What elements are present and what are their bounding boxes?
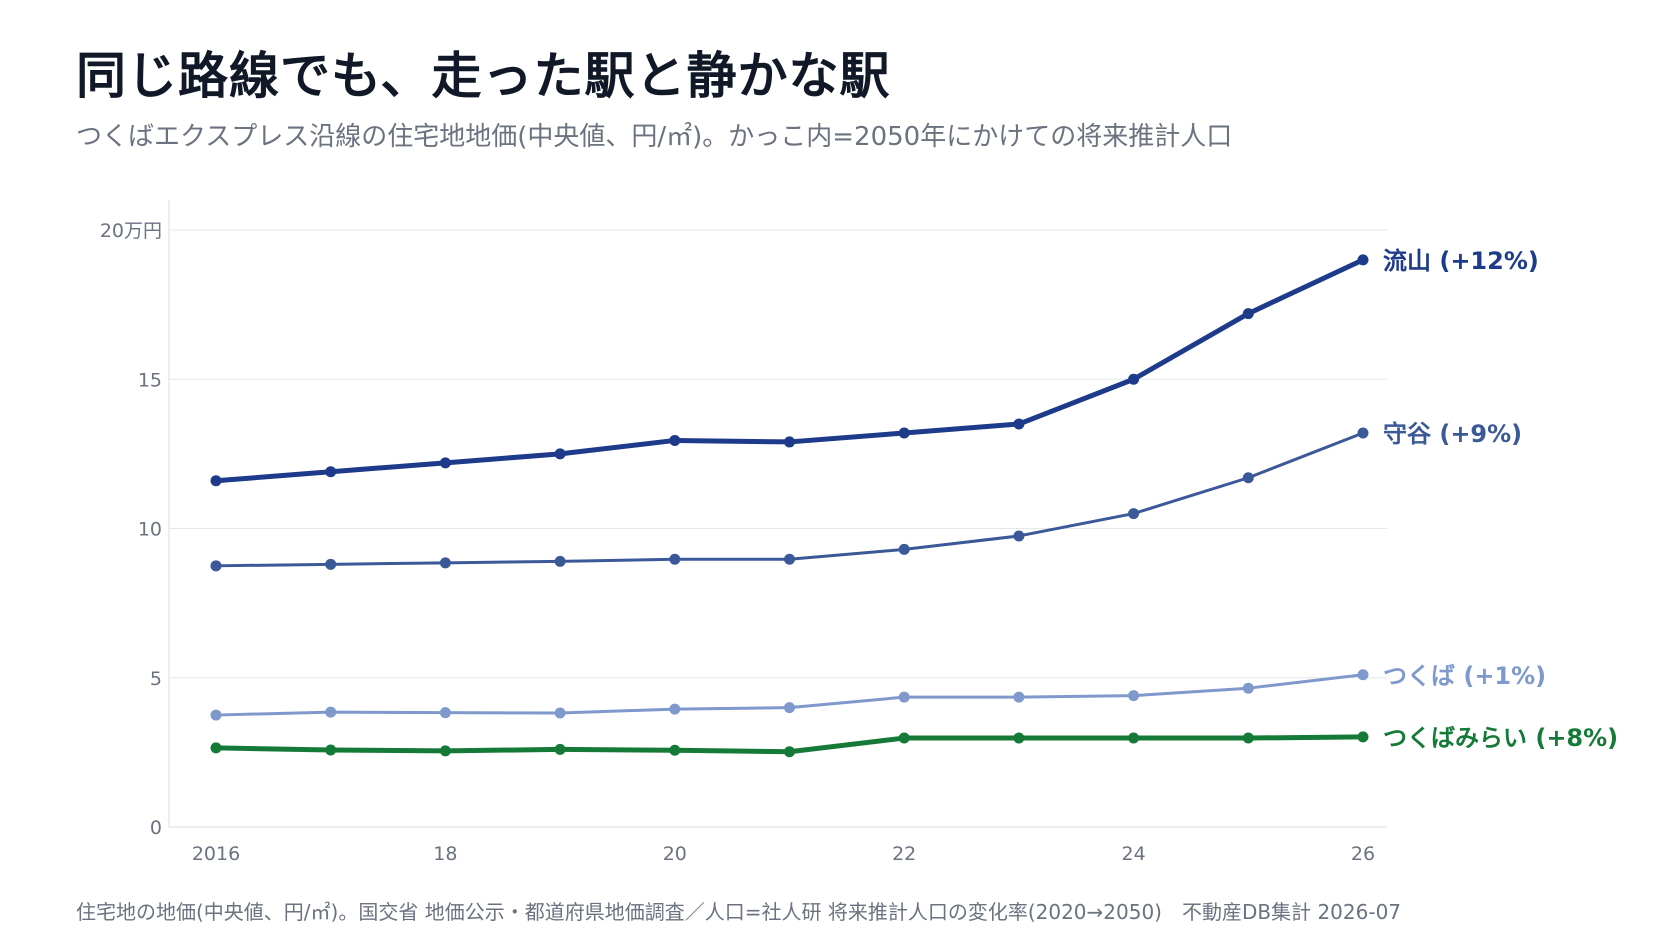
data-point [1128, 732, 1140, 744]
data-point [669, 553, 681, 565]
data-point [898, 732, 910, 744]
data-point [210, 709, 222, 721]
y-tick-label: 10 [138, 519, 162, 541]
data-point [439, 557, 451, 569]
data-point [439, 707, 451, 719]
data-point [898, 691, 910, 703]
data-point [554, 448, 566, 460]
x-tick-label: 20 [663, 843, 687, 865]
data-point [784, 746, 795, 758]
series-end-label: つくば (+1%) [1383, 662, 1546, 690]
x-tick-label: 24 [1122, 843, 1146, 865]
series-line [214, 431, 1365, 568]
data-point [1128, 690, 1140, 702]
data-point [439, 457, 451, 469]
series-lines [210, 254, 1369, 758]
data-point [210, 560, 222, 572]
data-point [439, 745, 451, 757]
data-point [1357, 731, 1369, 743]
data-point [898, 427, 910, 439]
data-point [1242, 682, 1254, 694]
data-point [1128, 373, 1140, 385]
y-tick-label: 20万円 [100, 220, 162, 242]
data-point [784, 553, 795, 565]
data-point [1013, 530, 1025, 542]
data-point [325, 466, 337, 478]
data-point [1357, 254, 1369, 266]
x-tick-label: 26 [1351, 843, 1375, 865]
x-tick-label: 18 [433, 843, 457, 865]
y-tick-label: 0 [150, 817, 162, 839]
data-point [669, 434, 681, 446]
y-tick-label: 15 [138, 369, 162, 391]
series-end-label: つくばみらい (+8%) [1383, 724, 1618, 752]
series-end-label: 守谷 (+9%) [1383, 420, 1522, 448]
data-point [1357, 427, 1369, 439]
data-point [1128, 508, 1140, 520]
data-point [1242, 308, 1254, 320]
data-point [1013, 732, 1025, 744]
chart-title: 同じ路線でも、走った駅と静かな駅 [76, 47, 891, 105]
data-point [325, 744, 337, 756]
series-end-label: 流山 (+12%) [1383, 247, 1539, 275]
x-tick-label: 22 [892, 843, 916, 865]
data-point [898, 543, 910, 555]
data-point [1013, 691, 1025, 703]
data-point [784, 436, 795, 448]
series-0 [210, 254, 1369, 487]
grid-lines [169, 229, 1387, 679]
tick-labels: 0 5 10 15 20万円 2016 18 20 22 24 26 [100, 220, 1375, 865]
data-point [554, 555, 566, 567]
data-point [1013, 418, 1025, 430]
series-2 [210, 669, 1369, 721]
data-point [669, 744, 681, 756]
data-point [669, 703, 681, 715]
series-line [213, 257, 1366, 484]
data-point [1242, 732, 1254, 744]
data-point [1242, 472, 1254, 484]
series-1 [210, 427, 1369, 572]
series-labels: 流山 (+12%) 守谷 (+9%) つくば (+1%) つくばみらい (+8%) [1383, 247, 1618, 752]
data-point [784, 702, 795, 714]
y-tick-label: 5 [150, 668, 162, 690]
chart-subtitle: つくばエクスプレス沿線の住宅地地価(中央値、円/㎡)。かっこ内=2050年にかけ… [76, 122, 1233, 152]
data-point [210, 742, 222, 754]
source-footnote: 住宅地の地価(中央値、円/㎡)。国交省 地価公示・都道府県地価調査／人口=社人研… [76, 900, 1402, 924]
data-point [325, 558, 337, 570]
data-point [554, 743, 566, 755]
axes [168, 200, 1387, 828]
series-3 [210, 731, 1369, 758]
x-tick-label: 2016 [192, 843, 240, 865]
data-point [554, 707, 566, 719]
data-point [1357, 669, 1369, 681]
data-point [210, 475, 222, 487]
data-point [325, 706, 337, 718]
